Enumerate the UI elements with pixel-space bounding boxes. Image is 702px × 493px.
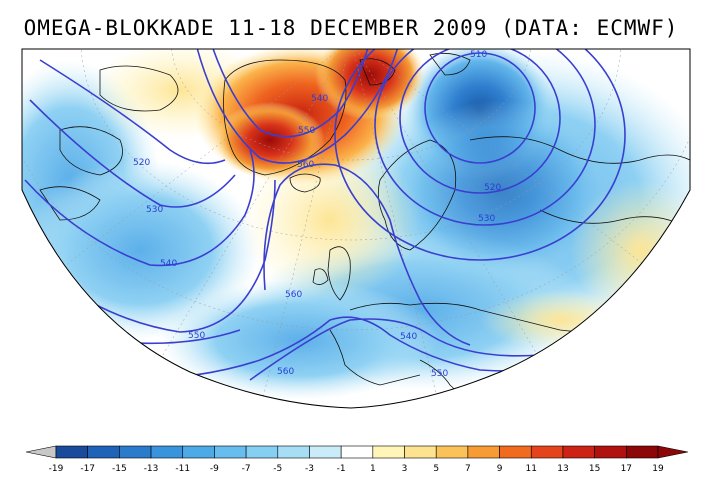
contour-label: 550	[188, 331, 205, 341]
colorbar-tick-label: -11	[175, 464, 190, 474]
colorbar-tick-label: -1	[337, 464, 346, 474]
colorbar-box	[372, 445, 405, 459]
contour-label: 540	[400, 332, 417, 342]
colorbar-tick-label: 11	[526, 464, 537, 474]
colorbar-tick-label: -19	[49, 464, 64, 474]
colorbar-under-triangle	[25, 445, 57, 459]
colorbar-box	[245, 445, 279, 459]
colorbar-box	[119, 445, 152, 459]
contour-label: 560	[285, 290, 302, 300]
contour-label: 540	[160, 259, 177, 269]
colorbar-tick-label: -15	[112, 464, 127, 474]
contour-label: 520	[133, 158, 150, 168]
colorbar-tick-label: -17	[80, 464, 95, 474]
colorbar-over-triangle	[657, 445, 689, 459]
colorbar-tick-label: 17	[621, 464, 632, 474]
colorbar-box	[87, 445, 120, 459]
colorbar-box	[214, 445, 247, 459]
colorbar-box	[562, 445, 595, 459]
colorbar-box	[150, 445, 184, 459]
colorbar-box	[594, 445, 627, 459]
map-title: OMEGA-BLOKKADE 11-18 DECEMBER 2009 (DATA…	[23, 16, 679, 40]
anomaly-field	[22, 49, 690, 408]
contour-label: 540	[311, 94, 328, 104]
colorbar-box	[499, 445, 532, 459]
colorbar-box	[404, 445, 437, 459]
colorbar-tick-label: -3	[305, 464, 314, 474]
contour-label: 530	[146, 205, 163, 215]
colorbar-box	[530, 445, 564, 459]
contour-label: 550	[298, 126, 315, 136]
colorbar-box	[182, 445, 215, 459]
map-border	[21, 48, 691, 409]
coastlines	[39, 52, 690, 401]
colorbar-tick-label: 9	[497, 464, 503, 474]
contour-label: 550	[431, 369, 448, 379]
colorbar-box	[55, 445, 88, 459]
contour-label: 560	[277, 367, 294, 377]
colorbar-tick-label: 15	[589, 464, 600, 474]
contour-label: 510	[470, 50, 487, 60]
graticule	[22, 49, 690, 408]
contour-label: 530	[478, 214, 495, 224]
colorbar-tick-label: -9	[210, 464, 219, 474]
contour-label: 560	[297, 160, 314, 170]
colorbar-tick-label: 1	[370, 464, 376, 474]
colorbar-tick-label: -13	[144, 464, 159, 474]
colorbar-box	[467, 445, 500, 459]
contour-label: 520	[484, 183, 501, 193]
colorbar-tick-label: 5	[433, 464, 439, 474]
colorbar-box	[277, 445, 310, 459]
colorbar-tick-label: -5	[273, 464, 282, 474]
colorbar-tick-label: -7	[242, 464, 251, 474]
colorbar-tick-label: 7	[465, 464, 471, 474]
colorbar-box	[340, 445, 374, 459]
colorbar-tick-label: 13	[557, 464, 568, 474]
colorbar-box	[309, 445, 342, 459]
colorbar-boxes	[25, 445, 689, 459]
colorbar-box	[626, 445, 659, 459]
contour-labels: 510 520 530 540 550 560 520 530 540 550 …	[133, 50, 501, 379]
colorbar-tick-label: 19	[652, 464, 664, 474]
colorbar-labels: -19 -17 -15 -13 -11 -9 -7 -5 -3 -1 1 3 5 7 9 11 13 15 17 19	[49, 464, 664, 474]
colorbar-tick-label: 3	[402, 464, 408, 474]
colorbar-box	[435, 445, 469, 459]
